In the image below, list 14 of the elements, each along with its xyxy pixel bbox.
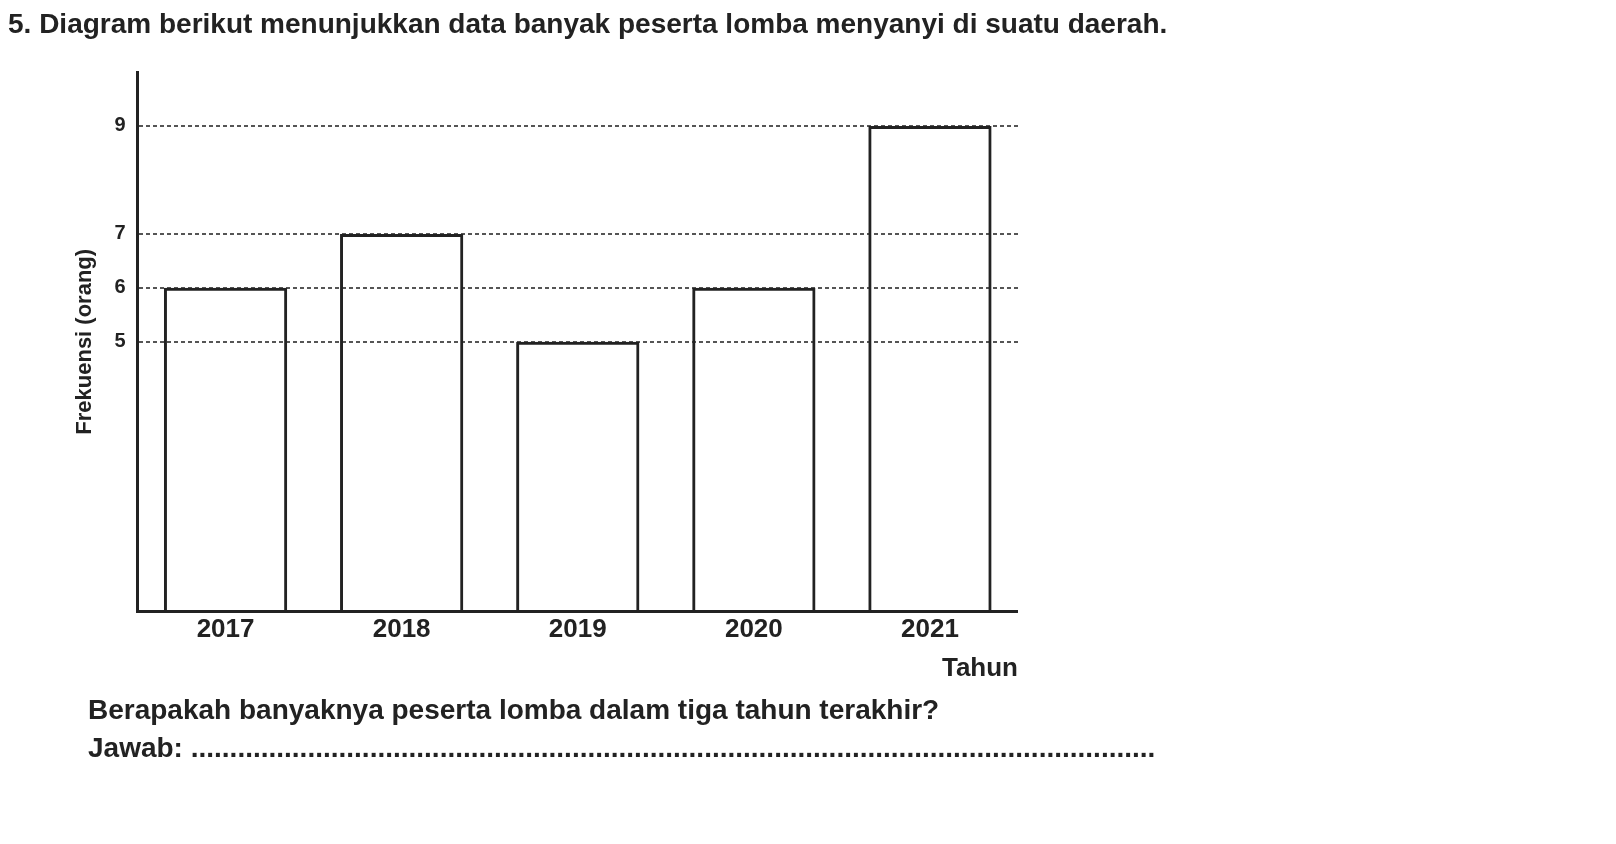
y-tick-label: 7 <box>114 221 126 244</box>
x-tick-label: 2020 <box>724 613 783 644</box>
y-tick-label: 5 <box>114 329 126 352</box>
x-tick-label: 2019 <box>548 613 607 644</box>
x-tick-label: 2017 <box>196 613 255 644</box>
text: Jawab: ............................................................................................................................ <box>88 732 1157 764</box>
x-tick-label: 2021 <box>901 613 959 644</box>
text: Berapakah banyaknya peserta lomba dalam tiga tahun terakhir? <box>88 694 941 726</box>
y-tick-label: 9 <box>114 113 126 136</box>
y-tick-label: 6 <box>114 275 126 298</box>
y-axis-title: Frekuensi (orang) <box>71 248 97 435</box>
chart-title: 5. Diagram berikut menunjukkan data banyak peserta lomba menyanyi di suatu daerah. <box>8 8 1169 40</box>
x-axis-title: Tahun <box>941 651 1018 682</box>
x-tick-label: 2018 <box>372 613 431 644</box>
